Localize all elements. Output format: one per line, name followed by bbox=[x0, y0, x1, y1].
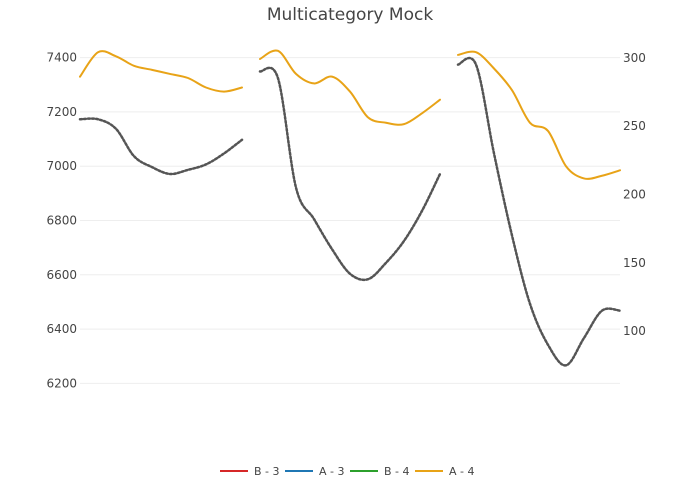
legend-label: A - 4 bbox=[449, 465, 475, 478]
left-tick-label: 6400 bbox=[46, 322, 77, 336]
left-tick-label: 6800 bbox=[46, 214, 77, 228]
legend: B - 3 A - 3 B - 4 A - 4 bbox=[220, 465, 475, 478]
right-tick-label: 150 bbox=[623, 256, 646, 270]
chart-title: Multicategory Mock bbox=[267, 5, 434, 25]
right-tick-label: 250 bbox=[623, 119, 646, 133]
left-tick-label: 7000 bbox=[46, 159, 77, 173]
series-line-3 bbox=[457, 50, 621, 180]
series-line-3 bbox=[259, 49, 441, 126]
legend-label: B - 4 bbox=[384, 465, 410, 478]
left-y-axis: 6200 6400 6600 6800 7000 7200 7400 bbox=[46, 51, 77, 391]
series-layer bbox=[78, 49, 622, 367]
left-tick-label: 7400 bbox=[46, 51, 77, 65]
legend-label: B - 3 bbox=[254, 465, 280, 478]
left-tick-label: 6200 bbox=[46, 376, 77, 390]
dashed-series-line bbox=[78, 117, 244, 176]
right-y-axis: 100 150 200 250 300 bbox=[623, 51, 646, 338]
left-tick-label: 6600 bbox=[46, 268, 77, 282]
left-tick-label: 7200 bbox=[46, 105, 77, 119]
right-tick-label: 100 bbox=[623, 324, 646, 338]
legend-label: A - 3 bbox=[319, 465, 345, 478]
dashed-series-line bbox=[456, 56, 622, 367]
dashed-series-line bbox=[258, 66, 442, 282]
right-tick-label: 300 bbox=[623, 51, 646, 65]
series-line-3 bbox=[79, 50, 243, 93]
right-tick-label: 200 bbox=[623, 187, 646, 201]
